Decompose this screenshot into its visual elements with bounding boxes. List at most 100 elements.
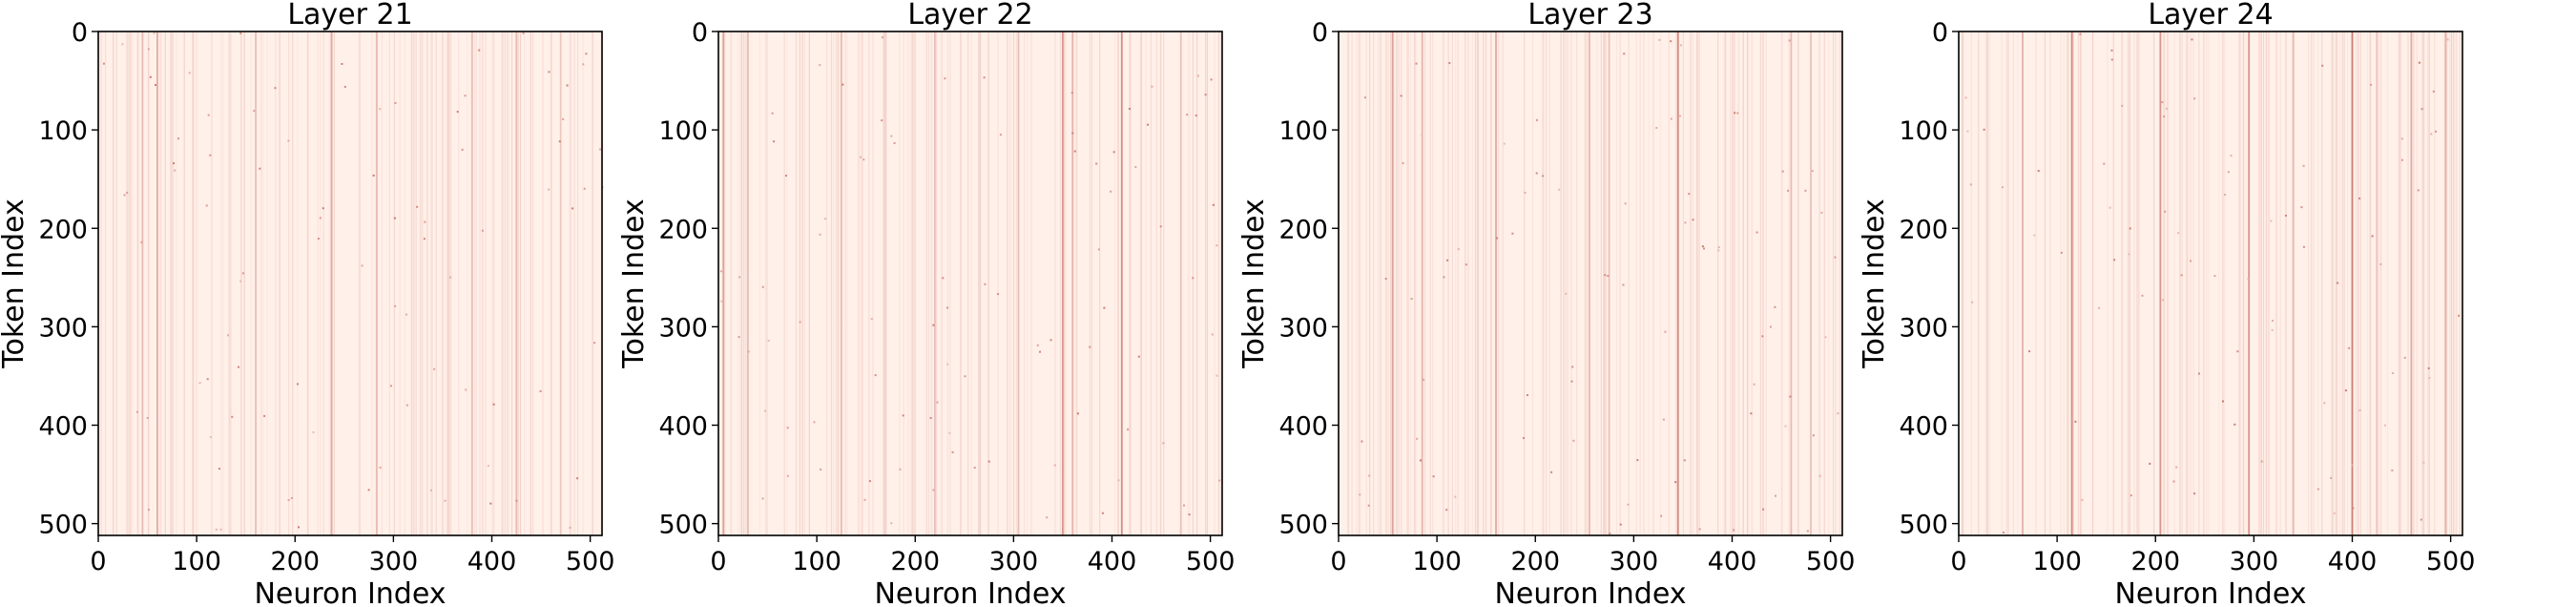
heatmap-speckle	[1684, 221, 1687, 224]
chart-title: Layer 21	[287, 0, 412, 31]
plot-frame	[1338, 31, 1843, 536]
x-tick-label: 100	[172, 547, 221, 576]
heatmap-panel: 0 100 200 300 400 500 0 100 200 300 400 500 Layer 22…	[617, 0, 1250, 607]
heatmap-faint-column	[1690, 31, 1692, 535]
heatmap-speckle	[2060, 251, 2063, 254]
heatmap-speckle	[548, 188, 551, 191]
heatmap-faint-column	[1737, 31, 1739, 535]
heatmap-speckle	[2330, 476, 2333, 479]
heatmap-speckle	[2333, 512, 2336, 514]
heatmap-faint-column	[333, 31, 335, 535]
heatmap-faint-column	[1159, 31, 1162, 535]
heatmap-speckle	[1734, 112, 1736, 115]
heatmap-speckle	[102, 62, 105, 65]
heatmap-speckle	[1983, 128, 1985, 131]
heatmap-faint-column	[1385, 31, 1387, 535]
heatmap-faint-column	[2285, 31, 2287, 535]
heatmap-speckle	[1804, 189, 1807, 192]
heatmap-dark-column	[2022, 31, 2024, 535]
heatmap-faint-column	[2359, 31, 2361, 535]
heatmap-dark-columns	[1391, 31, 1812, 535]
heatmap-speckle	[1971, 301, 1974, 304]
heatmap-speckle	[899, 468, 902, 471]
heatmap-faint-column	[2427, 31, 2429, 535]
heatmap-speckles	[1359, 38, 1839, 534]
heatmap-faint-column	[1389, 31, 1392, 535]
heatmap-faint-column	[2198, 31, 2200, 535]
heatmap-speckle	[1151, 85, 1153, 88]
heatmap-faint-column	[1485, 31, 1487, 535]
heatmap-faint-column	[987, 31, 989, 535]
heatmap-speckle	[1527, 394, 1528, 396]
heatmap-faint-column	[582, 31, 584, 535]
heatmap-speckle	[2400, 137, 2403, 140]
heatmap-faint-column	[1970, 31, 1972, 535]
heatmap-speckle	[1495, 237, 1498, 240]
heatmap-faint-column	[2453, 31, 2455, 535]
heatmap-faint-column	[1751, 31, 1753, 535]
heatmap-faint-column	[569, 31, 571, 535]
heatmap-speckle	[868, 480, 871, 483]
heatmap-speckle	[123, 194, 126, 197]
heatmap-speckle	[1445, 509, 1448, 512]
y-tick-label: 500	[38, 511, 88, 540]
heatmap-speckle	[287, 139, 290, 142]
heatmap-speckle	[902, 414, 904, 417]
heatmap-faint-column	[1978, 31, 1980, 535]
heatmap-speckle	[2348, 346, 2351, 349]
heatmap-faint-column	[240, 31, 242, 535]
heatmap-faint-column	[442, 31, 444, 535]
heatmap-faint-column	[2244, 31, 2246, 535]
heatmap-faint-column	[530, 31, 531, 535]
heatmap-speckle	[478, 49, 481, 52]
heatmap-speckle	[1162, 442, 1165, 445]
heatmap-dark-columns	[722, 31, 1182, 535]
heatmap-dark-column	[747, 31, 749, 535]
heatmap-faint-column	[967, 31, 969, 535]
heatmap-speckle	[870, 318, 873, 321]
heatmap-speckle	[1698, 528, 1701, 531]
heatmap-faint-column	[136, 31, 138, 535]
heatmap-speckle	[361, 264, 364, 267]
heatmap-faint-column	[1054, 31, 1056, 535]
heatmap-faint-column	[1828, 31, 1830, 535]
heatmap-speckle	[465, 388, 467, 391]
heatmap-dark-column	[471, 31, 473, 535]
heatmap-faint-column	[577, 31, 579, 535]
heatmap-faint-column	[737, 31, 739, 535]
heatmap-speckle	[2446, 38, 2449, 41]
heatmap-speckle	[881, 36, 883, 39]
heatmap-speckle	[430, 489, 432, 492]
heatmap-faint-column	[1717, 31, 1719, 535]
heatmap-faint-column	[170, 31, 172, 535]
heatmap-faint-column	[1832, 31, 1835, 535]
heatmap-faint-column	[899, 31, 901, 535]
plot-frame	[717, 31, 1223, 536]
heatmap-faint-column	[1076, 31, 1078, 535]
heatmap-speckle	[1655, 127, 1658, 129]
heatmap-speckle	[1410, 298, 1413, 301]
heatmap-speckle	[1422, 378, 1424, 381]
heatmap-faint-column	[2001, 31, 2003, 535]
heatmap-faint-column	[1839, 31, 1840, 535]
heatmap-speckle	[824, 218, 826, 220]
heatmap-speckle	[1662, 418, 1665, 421]
heatmap-speckle	[1457, 248, 1460, 251]
heatmap-faint-column	[1502, 31, 1504, 535]
heatmap-speckle	[2284, 214, 2287, 217]
heatmap-speckle	[2391, 372, 2394, 374]
heatmap-speckle	[1416, 437, 1419, 440]
heatmap-faint-column	[2380, 31, 2382, 535]
heatmap-faint-column	[858, 31, 860, 535]
heatmap-speckle	[944, 77, 946, 80]
heatmap-speckle	[2002, 186, 2004, 189]
heatmap-speckle	[799, 321, 801, 324]
heatmap-speckle	[405, 313, 407, 316]
heatmap-faint-column	[2049, 31, 2051, 535]
heatmap-faint-column	[884, 31, 886, 535]
heatmap-faint-column	[2434, 31, 2436, 535]
heatmap-dark-column	[1421, 31, 1423, 535]
heatmap-faint-column	[511, 31, 513, 535]
heatmap-speckle	[1753, 383, 1755, 386]
heatmap-faint-column	[941, 31, 943, 535]
